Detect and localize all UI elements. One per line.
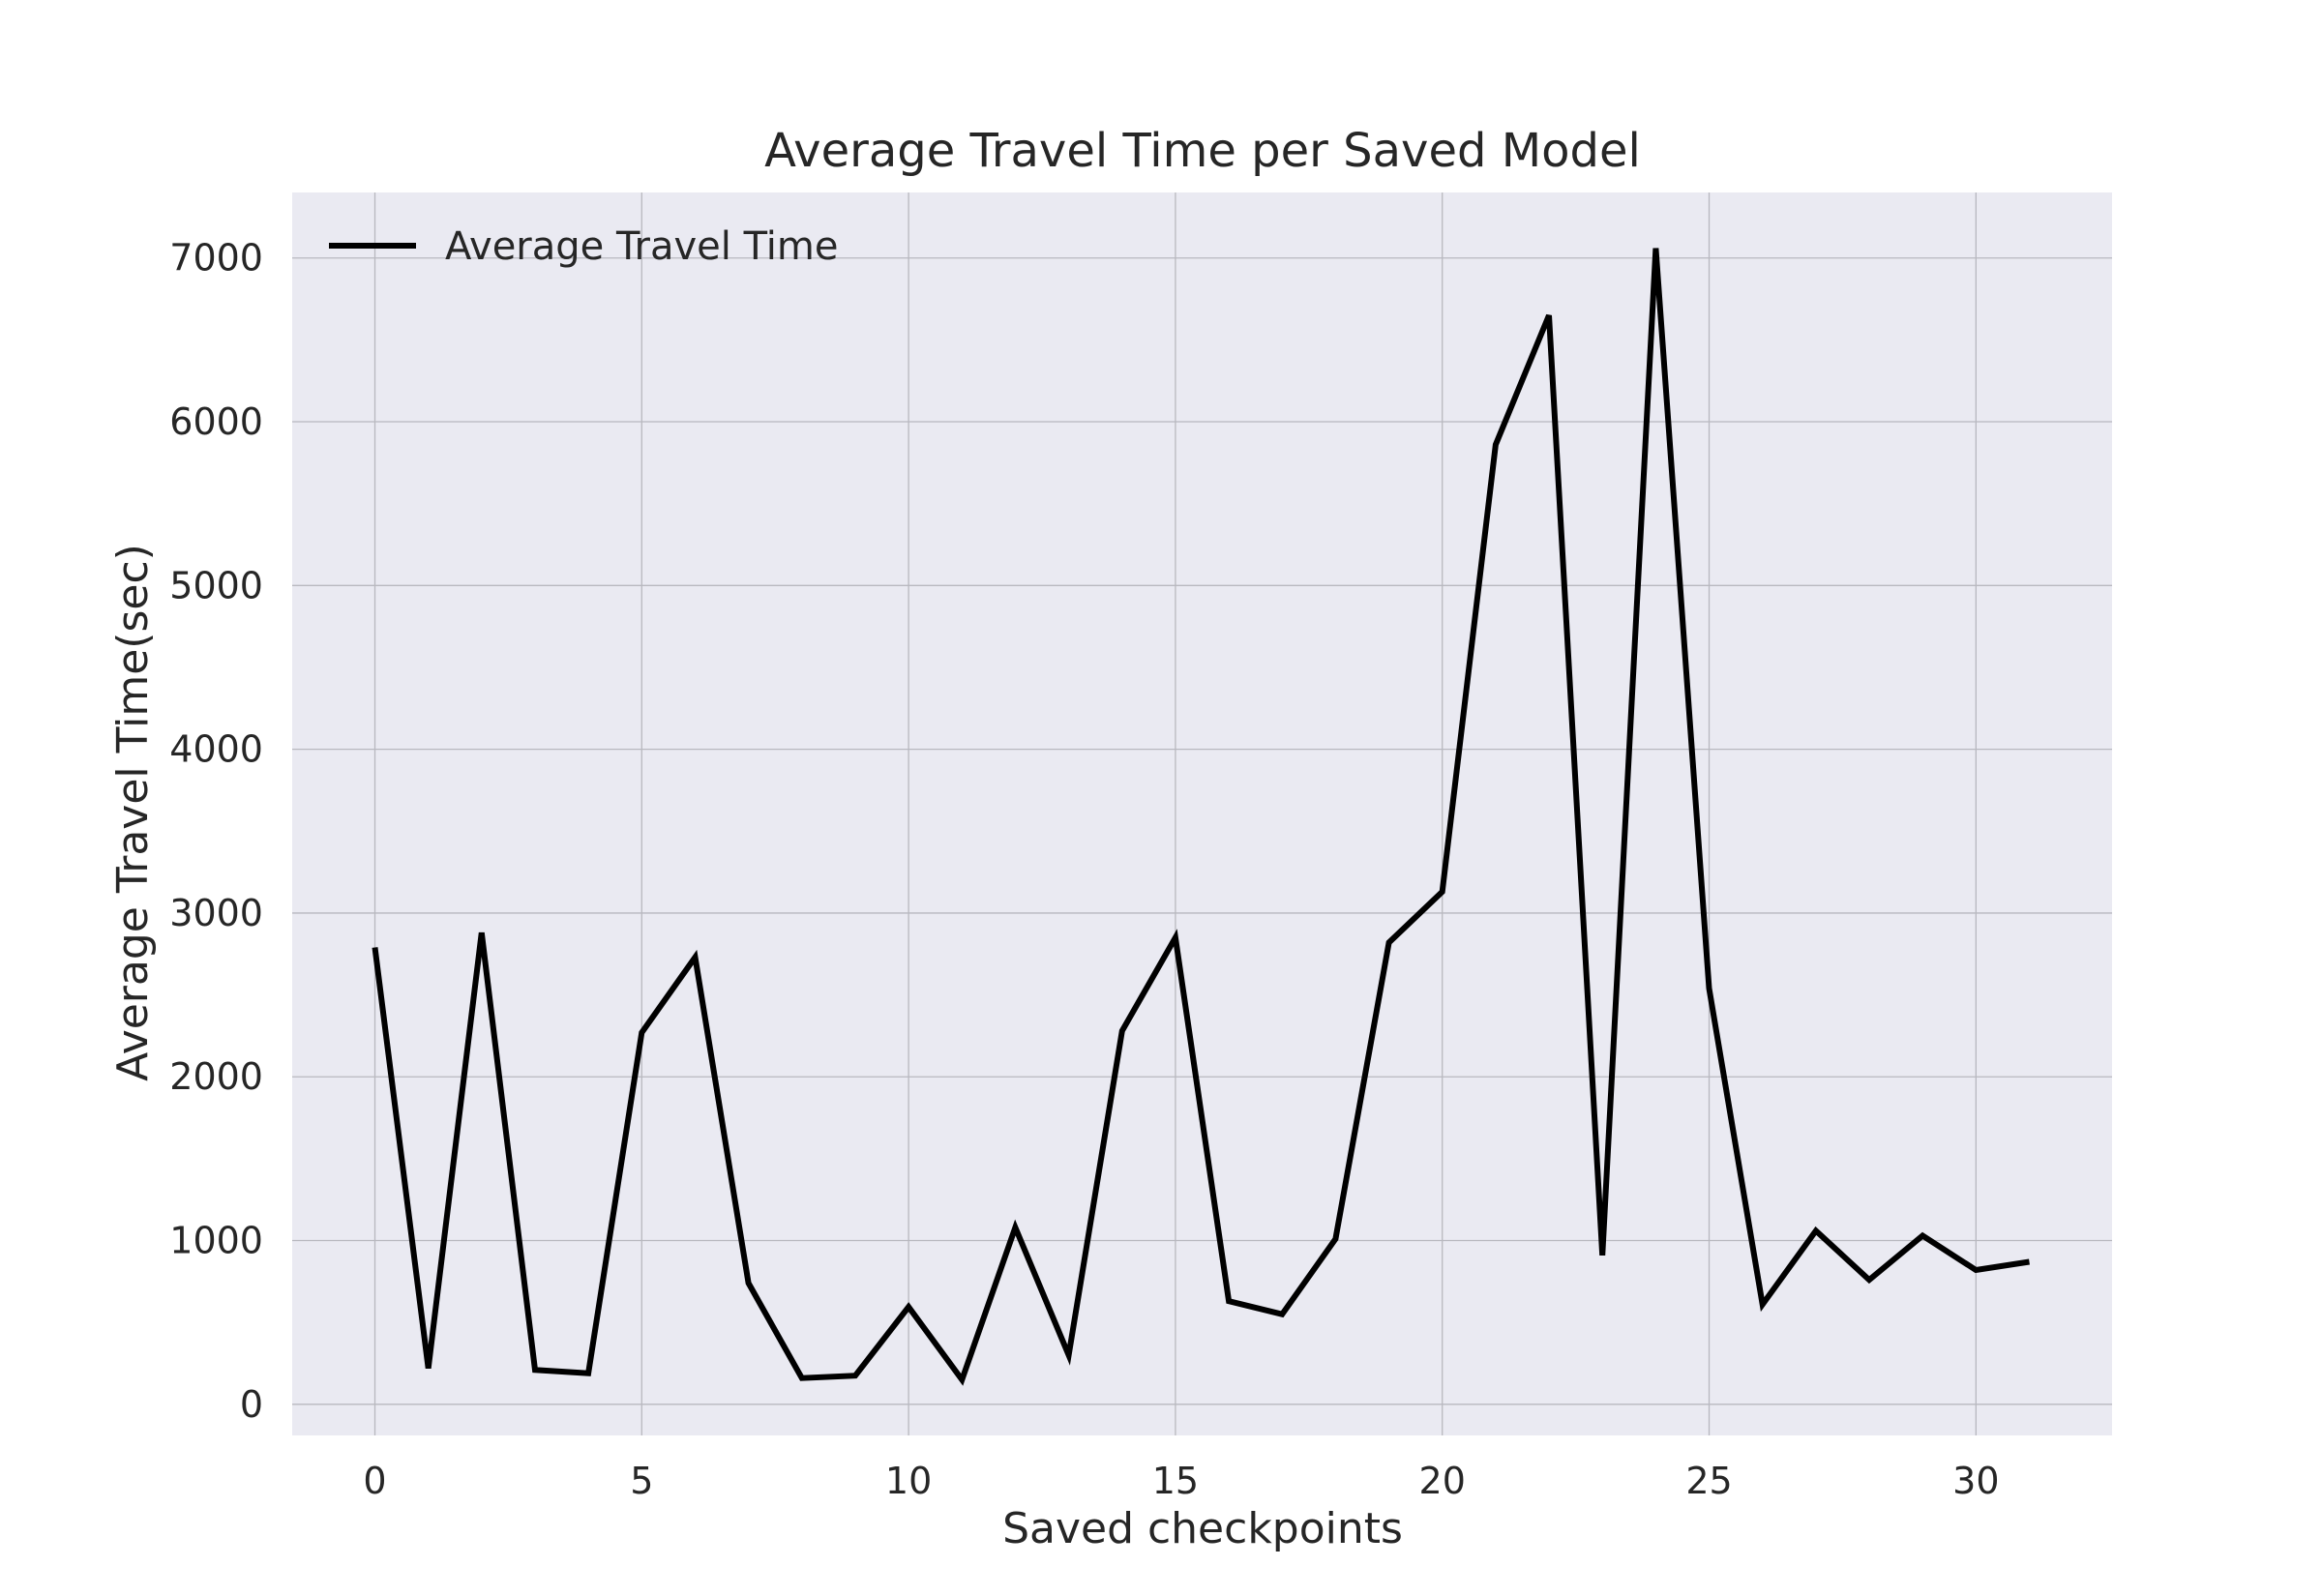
- x-axis-label: Saved checkpoints: [1002, 1504, 1403, 1553]
- x-tick-label: 15: [1152, 1460, 1199, 1502]
- y-tick-label: 4000: [169, 728, 263, 771]
- y-tick-label: 1000: [169, 1220, 263, 1262]
- x-tick-label: 10: [885, 1460, 932, 1502]
- x-tick-label: 20: [1419, 1460, 1466, 1502]
- x-tick-labels: 0 5 10 15 20 25 30: [363, 1460, 1999, 1502]
- x-tick-label: 25: [1685, 1460, 1732, 1502]
- plot-background: [292, 192, 2112, 1435]
- grid-lines: [292, 192, 2112, 1435]
- y-tick-label: 7000: [169, 237, 263, 280]
- chart-title: Average Travel Time per Saved Model: [764, 124, 1641, 178]
- series-line-average-travel-time: [372, 248, 2030, 1386]
- y-tick-label: 6000: [169, 400, 263, 443]
- y-axis-label: Average Travel Time(sec): [108, 544, 158, 1081]
- legend-label: Average Travel Time: [445, 224, 838, 269]
- legend: Average Travel Time: [329, 224, 838, 269]
- y-tick-label: 0: [240, 1383, 263, 1426]
- y-tick-label: 3000: [169, 892, 263, 934]
- x-tick-label: 30: [1952, 1460, 1999, 1502]
- x-tick-label: 5: [630, 1460, 653, 1502]
- y-tick-label: 5000: [169, 564, 263, 606]
- x-tick-label: 0: [363, 1460, 386, 1502]
- y-tick-labels: 0 1000 2000 3000 4000 5000 6000 7000: [169, 237, 263, 1426]
- y-tick-label: 2000: [169, 1055, 263, 1098]
